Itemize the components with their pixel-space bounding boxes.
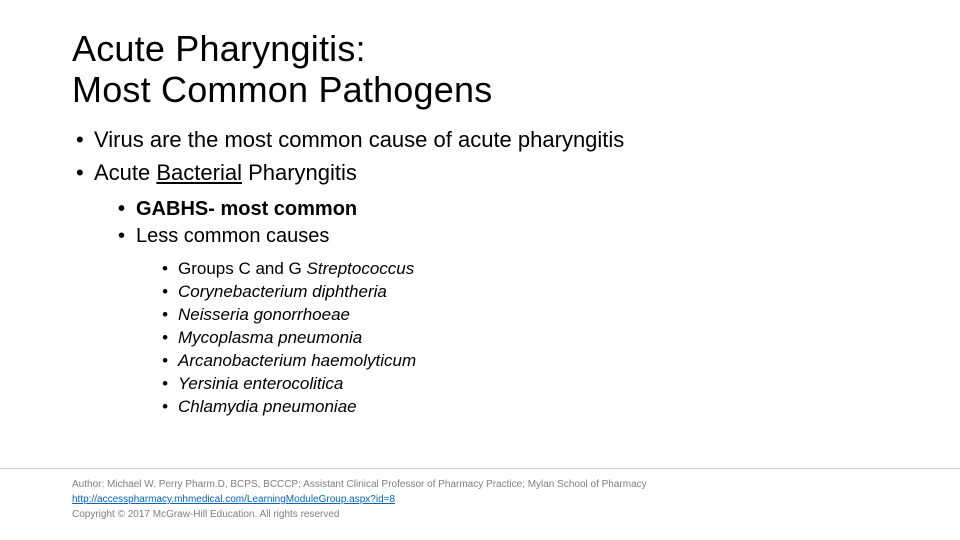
footer-author: Author: Michael W. Perry Pharm.D, BCPS, … xyxy=(72,477,888,492)
cause-item: Mycoplasma pneumonia xyxy=(160,327,888,350)
cause-text: Yersinia enterocolitica xyxy=(178,374,343,393)
cause-text: Chlamydia pneumoniae xyxy=(178,397,357,416)
body-area: Virus are the most common cause of acute… xyxy=(72,125,888,419)
level3-group: Groups C and G Streptococcus Corynebacte… xyxy=(72,258,888,419)
slide: Acute Pharyngitis: Most Common Pathogens… xyxy=(0,0,960,540)
footer: Author: Michael W. Perry Pharm.D, BCPS, … xyxy=(0,468,960,522)
sub-text: GABHS- most common xyxy=(136,198,357,220)
bullet-bacterial: Acute Bacterial Pharyngitis xyxy=(72,158,888,188)
bullet-underlined: Bacterial xyxy=(156,160,242,185)
sub-text: Less common causes xyxy=(136,225,329,247)
cause-text: Corynebacterium diphtheria xyxy=(178,282,387,301)
cause-item: Neisseria gonorrhoeae xyxy=(160,304,888,327)
cause-text: Arcanobacterium haemolyticum xyxy=(178,351,416,370)
sub-less-common: Less common causes xyxy=(116,223,888,250)
bullet-suffix: Pharyngitis xyxy=(242,160,357,185)
cause-item: Chlamydia pneumoniae xyxy=(160,396,888,419)
footer-link[interactable]: http://accesspharmacy.mhmedical.com/Lear… xyxy=(72,494,395,505)
footer-copyright: Copyright © 2017 McGraw-Hill Education. … xyxy=(72,507,888,522)
bullet-virus-common: Virus are the most common cause of acute… xyxy=(72,125,888,155)
footer-link-line: http://accesspharmacy.mhmedical.com/Lear… xyxy=(72,492,888,507)
cause-text: Neisseria gonorrhoeae xyxy=(178,305,350,324)
cause-item: Yersinia enterocolitica xyxy=(160,373,888,396)
cause-item: Groups C and G Streptococcus xyxy=(160,258,888,281)
title-line-1: Acute Pharyngitis: xyxy=(72,28,366,69)
sub-gabhs: GABHS- most common xyxy=(116,196,888,223)
title-line-2: Most Common Pathogens xyxy=(72,69,492,110)
cause-text-italic: Streptococcus xyxy=(307,259,415,278)
slide-title: Acute Pharyngitis: Most Common Pathogens xyxy=(72,28,888,111)
bullet-text: Virus are the most common cause of acute… xyxy=(94,127,624,152)
cause-item: Corynebacterium diphtheria xyxy=(160,281,888,304)
cause-text: Mycoplasma pneumonia xyxy=(178,328,362,347)
level2-group: GABHS- most common Less common causes xyxy=(72,196,888,250)
cause-text-plain: Groups C and G xyxy=(178,259,307,278)
bullet-prefix: Acute xyxy=(94,160,156,185)
cause-item: Arcanobacterium haemolyticum xyxy=(160,350,888,373)
